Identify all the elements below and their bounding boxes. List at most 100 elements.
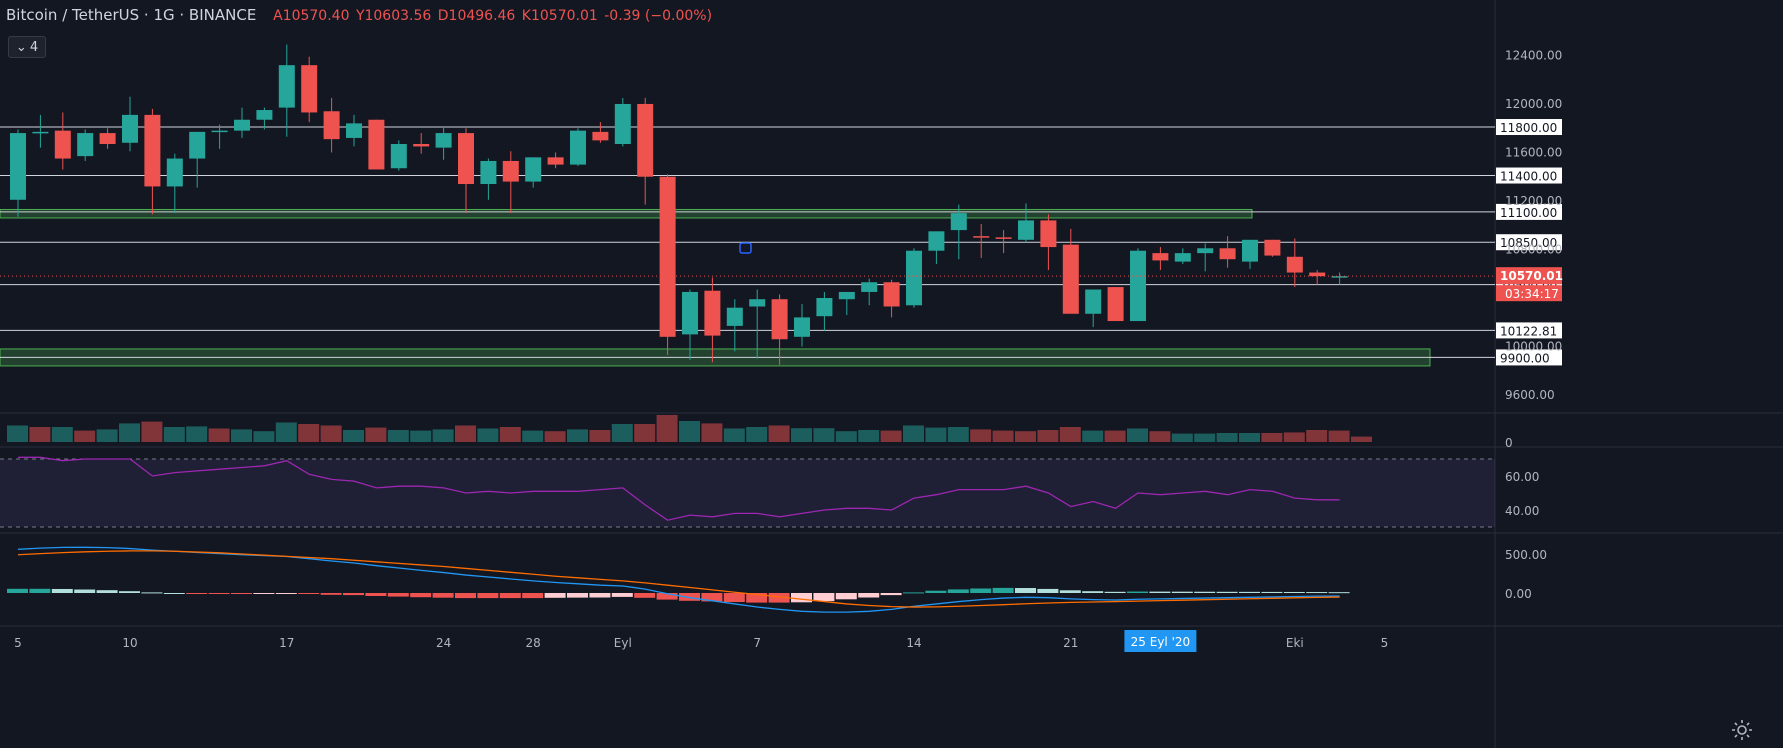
legend-header: Bitcoin / TetherUS · 1G · BINANCE A10570… [6,6,714,24]
volume-bar [1216,433,1238,442]
price-line-label: 11800.00 [1500,121,1557,135]
candle-body [950,213,967,231]
price-line-label: 10122.81 [1500,324,1557,338]
macd-histogram-bar [298,593,320,594]
price-tick: 11200.00 [1505,194,1562,208]
volume-bar [387,430,409,442]
volume-bar [1104,430,1126,442]
macd-histogram-bar [275,593,297,594]
macd-histogram-bar [858,593,880,598]
candle-body [1152,253,1169,261]
macd-histogram-bar [186,593,208,594]
volume-bar [1351,436,1372,442]
volume-bar [74,430,96,442]
volume-bar [275,422,297,442]
volume-bar [791,428,812,442]
candle-body [659,176,676,337]
volume-bar [499,427,521,442]
macd-histogram-bar [589,593,611,598]
volume-bar [880,430,902,442]
candle-body [1331,276,1348,278]
volume-bar [522,430,544,442]
candle-body [323,111,340,140]
volume-bar [432,429,454,442]
macd-histogram-bar [634,593,656,598]
volume-bar [29,427,51,442]
macd-histogram-bar [970,588,992,593]
volume-bar [1194,433,1216,442]
rsi-tick: 60.00 [1505,470,1539,484]
macd-histogram-bar [163,593,185,594]
price-tick: 11600.00 [1505,145,1562,159]
indicators-toggle-button[interactable]: ⌄ 4 [8,36,46,58]
volume-bar [947,427,969,442]
time-tick: 5 [14,636,22,650]
rsi-tick: 40.00 [1505,504,1539,518]
price-line-label: 11100.00 [1500,206,1557,220]
volume-bar [589,430,611,442]
time-tick: Eki [1286,636,1304,650]
volume-bar [723,428,745,442]
candle-body [928,231,945,251]
macd-histogram-bar [477,593,499,599]
macd-histogram-bar [656,593,678,600]
time-tick: 14 [906,636,921,650]
price-tick: 12400.00 [1505,48,1562,62]
volume-bar [455,425,476,442]
volume-bar [992,430,1014,442]
macd-histogram-bar [387,593,409,597]
macd-histogram-bar [410,593,432,598]
candle-body [1018,220,1034,240]
volume-bar [231,429,252,442]
macd-histogram-bar [992,587,1014,593]
macd-histogram-bar [925,590,947,593]
price-line-label: 9900.00 [1500,351,1550,365]
macd-histogram-bar [432,593,454,598]
macd-histogram-bar [1082,591,1104,593]
volume-bar [1127,428,1148,442]
gear-icon[interactable] [1730,718,1754,742]
candle-body [995,237,1012,239]
volume-bar [163,427,185,442]
chevron-down-icon: ⌄ [15,39,27,55]
candle-body [390,143,407,169]
candle-body [435,133,452,148]
volume-bar [1239,433,1260,442]
candle-body [525,157,542,182]
volume-tick: 0 [1505,436,1513,450]
volume-bar [970,429,992,442]
signal-line [17,550,1340,608]
volume-bar [298,424,320,442]
candle-body [1197,248,1214,254]
volume-bar [208,428,230,442]
volume-bar [701,423,723,442]
volume-bar [477,428,499,442]
macd-histogram-bar [947,589,969,593]
candle-body [189,131,206,159]
symbol-title[interactable]: Bitcoin / TetherUS · 1G · BINANCE [6,6,257,24]
resistance-zone [0,208,1253,219]
indicators-count: 4 [29,39,39,55]
volume-bar [1306,430,1328,442]
candle-body [1085,289,1102,314]
low-value: D10496.46 [437,8,516,24]
volume-bar [1328,430,1350,442]
price-tick: 10000.00 [1505,339,1562,353]
macd-tick: 0.00 [1505,587,1532,601]
volume-bar [1037,430,1059,442]
volume-bar [1283,432,1305,442]
volume-bar [1059,427,1081,442]
candle-body [211,130,228,133]
macd-histogram-bar [611,593,633,597]
macd-histogram-bar [544,593,566,598]
candle-body [99,133,116,144]
volume-bar [567,429,588,442]
candle-body [1174,253,1191,262]
volume-bar [656,415,678,442]
macd-histogram-bar [455,593,476,599]
volume-bar [7,425,28,442]
macd-histogram-bar [1171,591,1193,593]
macd-histogram-bar [96,590,118,593]
